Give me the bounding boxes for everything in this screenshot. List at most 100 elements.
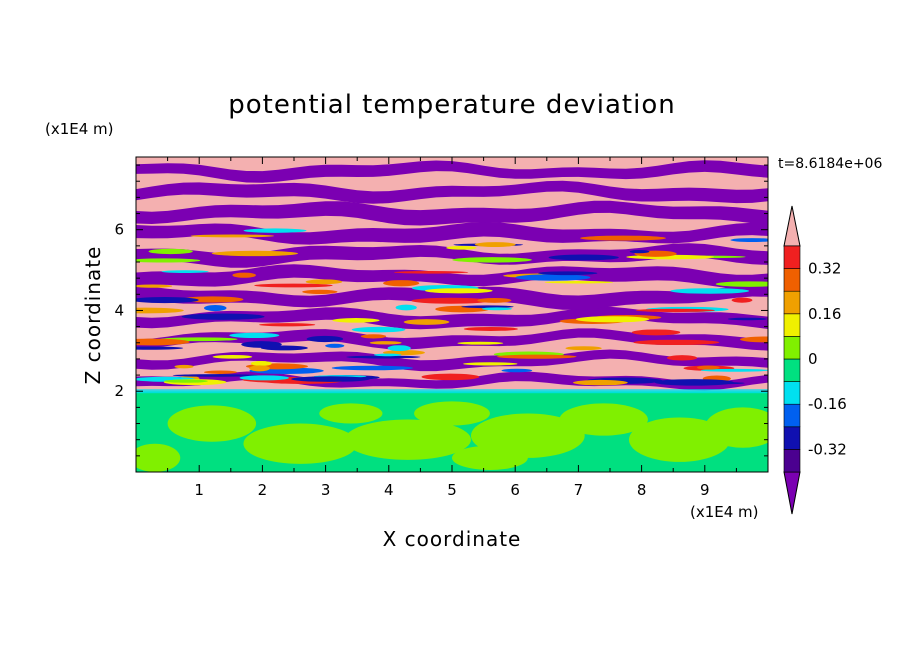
colorbar-label: 0 [808, 350, 818, 368]
field-streak [477, 297, 512, 303]
field-streak [211, 250, 299, 257]
field-streak [740, 336, 768, 343]
x-tick-label: 6 [510, 481, 520, 499]
field-streak [731, 297, 753, 303]
field-streak [666, 355, 698, 361]
field-streak [239, 375, 289, 381]
field-streak [387, 345, 411, 352]
x-axis-unit: (x1E4 m) [690, 503, 759, 521]
colorbar-bin [783, 381, 801, 405]
field-streak [515, 274, 591, 281]
field-streak [250, 361, 272, 366]
field-streak [305, 279, 343, 285]
field-streak [346, 355, 421, 359]
field-streak [203, 304, 227, 312]
field-streak [369, 341, 402, 345]
field-blob [167, 405, 257, 442]
colorbar-extend-high [783, 205, 801, 247]
negative-band [136, 200, 768, 226]
negative-band [136, 306, 768, 330]
field-streak [203, 370, 237, 374]
field-streak [325, 343, 345, 348]
field-streak [373, 353, 402, 357]
y-axis-label: Z coordinate [81, 246, 105, 385]
field-blob [414, 401, 490, 426]
colorbar-bin [783, 426, 801, 450]
field-streak [229, 332, 280, 339]
field-streak [496, 354, 577, 359]
field-streak [631, 329, 681, 336]
field-streak [360, 334, 387, 339]
field-streak [249, 365, 270, 372]
field-blob [704, 407, 768, 448]
field-streak [241, 341, 282, 348]
field-streak [172, 374, 258, 377]
field-streak [393, 271, 469, 274]
negative-band [136, 328, 768, 351]
y-axis-ticks: 2 4 6 [114, 164, 768, 457]
time-label: t=8.6184e+06 [778, 156, 882, 172]
field-streak [654, 379, 734, 386]
field-streak [696, 365, 720, 370]
field-streak [565, 346, 602, 351]
field-streak [190, 234, 274, 238]
field-streak [424, 288, 493, 294]
chart-title: potential temperature deviation [228, 90, 675, 120]
colorbar-label: -0.16 [808, 395, 847, 413]
field-streak [136, 296, 199, 304]
field-streak [421, 373, 480, 381]
colorbar-bin [783, 403, 801, 428]
x-tick-label: 2 [258, 481, 268, 499]
colorbar-label: 0.16 [808, 305, 841, 323]
field-streak [411, 297, 491, 304]
field-streak [463, 326, 518, 331]
x-tick-label: 1 [194, 481, 204, 499]
field-streak [383, 280, 420, 287]
x-tick-label: 5 [447, 481, 457, 499]
field-streak [474, 242, 516, 248]
field-streak [635, 308, 715, 313]
field-streak [332, 318, 380, 323]
field-streak [306, 335, 344, 343]
transition-strip [136, 389, 768, 394]
colorbar-bin [783, 358, 801, 382]
y-tick-label: 6 [114, 221, 124, 239]
x-tick-label: 7 [574, 481, 584, 499]
field-streak [670, 288, 750, 294]
field-streak [700, 368, 768, 372]
field-streak [538, 271, 598, 276]
field [136, 157, 768, 472]
field-streak [457, 341, 504, 345]
field-streak [548, 254, 619, 261]
colorbar-bin [783, 449, 801, 473]
field-streak [575, 316, 650, 323]
colorbar-bin [783, 245, 801, 269]
x-tick-label: 4 [384, 481, 394, 499]
field-streak [291, 376, 370, 382]
x-axis-label: X coordinate [383, 527, 522, 551]
colorbar-bin [783, 268, 801, 292]
field-streak [136, 307, 184, 314]
negative-band [136, 371, 768, 391]
x-tick-label: 9 [700, 481, 710, 499]
negative-band [136, 349, 768, 372]
field-streak [232, 272, 256, 278]
field-streak [136, 284, 173, 288]
field-streak [161, 270, 209, 273]
field-blob [559, 403, 648, 436]
field-streak [452, 257, 532, 263]
colorbar-label: 0.32 [808, 260, 841, 278]
field-streak [715, 281, 768, 287]
negative-band [136, 264, 768, 289]
field-streak [136, 346, 184, 350]
x-axis-ticks: 1 2 3 4 5 6 7 8 9 [167, 157, 769, 499]
field-streak [212, 354, 253, 359]
negative-band [136, 160, 768, 183]
field-streak [302, 289, 338, 294]
field-streak [446, 246, 477, 250]
colorbar-extend-low [783, 471, 801, 515]
field-streak [481, 307, 513, 311]
negative-band [136, 180, 768, 204]
field-streak [580, 235, 666, 241]
